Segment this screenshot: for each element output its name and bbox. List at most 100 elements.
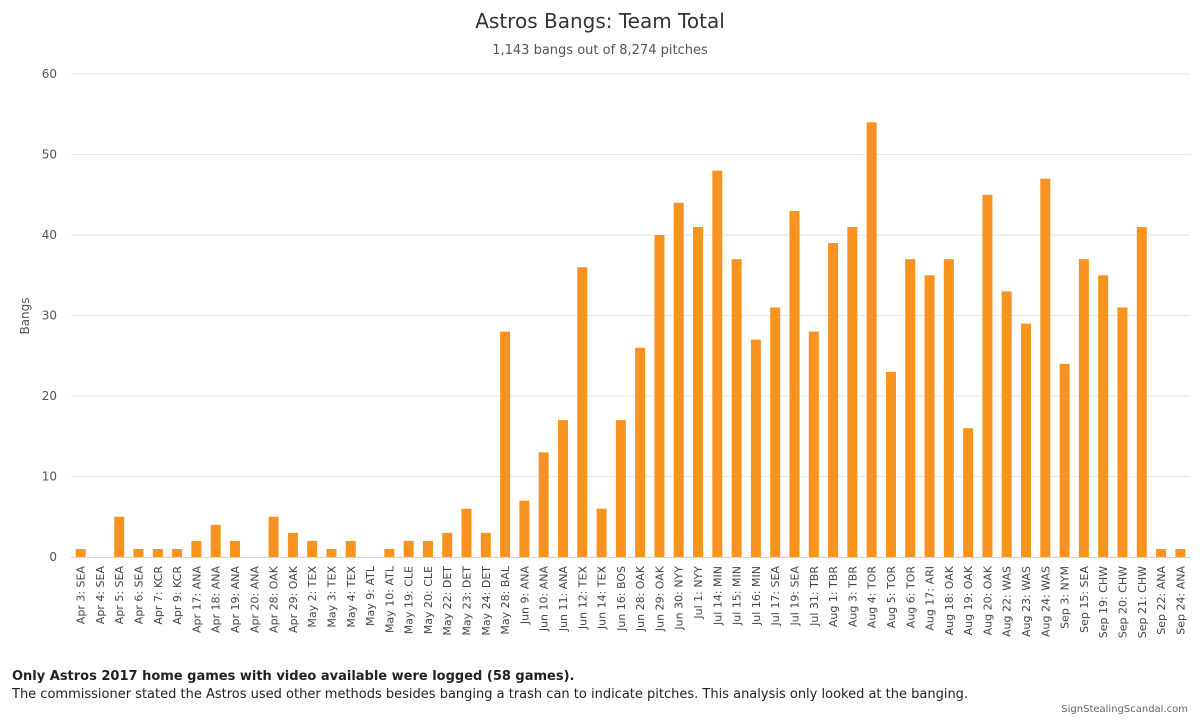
x-tick-label: Jul 14: MIN — [711, 566, 724, 626]
bar — [442, 532, 453, 557]
bar — [461, 508, 472, 557]
x-tick-label: Aug 3: TBR — [846, 566, 859, 627]
bar — [557, 420, 568, 557]
gridlines — [71, 73, 1190, 558]
bar — [191, 540, 202, 557]
x-tick-label: May 3: TEX — [325, 566, 338, 628]
chart-title: Astros Bangs: Team Total — [475, 9, 725, 33]
x-tick-label: Aug 1: TBR — [827, 566, 840, 627]
x-tick-label: May 20: CLE — [422, 566, 435, 634]
bar — [828, 243, 839, 558]
bar — [654, 235, 665, 557]
x-tick-label: Jun 12: TEX — [576, 566, 589, 631]
x-tick-label: Sep 3: NYM — [1059, 566, 1072, 629]
bar — [403, 540, 414, 557]
x-tick-label: Apr 20: ANA — [248, 566, 261, 633]
bar — [422, 540, 433, 557]
x-axis-ticks: Apr 3: SEA Apr 4: SEA Apr 5: SEA Apr 6: SEA… — [75, 565, 1188, 638]
x-tick-label: Jun 30: NYY — [673, 566, 686, 631]
bar — [229, 540, 240, 557]
bar — [577, 267, 588, 557]
x-tick-label: Apr 6: SEA — [133, 566, 146, 625]
x-tick-label: Aug 24: WAS — [1039, 566, 1052, 637]
bar — [596, 508, 607, 557]
bar — [1175, 548, 1186, 557]
bar — [673, 202, 684, 558]
bar — [152, 548, 163, 557]
bar — [731, 259, 742, 557]
x-tick-label: Apr 7: KCR — [152, 566, 165, 625]
x-tick-label: Aug 4: TOR — [866, 566, 879, 629]
bar — [615, 420, 626, 557]
x-tick-label: Apr 18: ANA — [210, 566, 223, 633]
footnote-methodology: The commissioner stated the Astros used … — [12, 687, 969, 702]
x-tick-label: Jul 17: SEA — [769, 566, 782, 627]
x-tick-label: Aug 5: TOR — [885, 566, 898, 629]
y-tick-label: 60 — [42, 67, 57, 81]
bar — [287, 532, 298, 557]
x-tick-label: Sep 15: SEA — [1078, 566, 1091, 633]
bar — [770, 307, 781, 557]
x-tick-label: May 2: TEX — [306, 566, 319, 628]
bar — [384, 548, 395, 557]
x-tick-label: May 4: TEX — [345, 566, 358, 628]
bar — [1078, 259, 1089, 557]
x-tick-label: May 10: ATL — [383, 565, 396, 633]
source-credit: SignStealingScandal.com — [1061, 704, 1188, 715]
bar — [1117, 307, 1128, 557]
bar — [326, 548, 337, 557]
x-tick-label: Apr 5: SEA — [113, 566, 126, 625]
y-tick-label: 40 — [42, 228, 57, 242]
bar — [1001, 291, 1012, 557]
bar — [808, 331, 819, 557]
bar — [307, 540, 318, 557]
x-tick-label: Sep 20: CHW — [1116, 566, 1129, 638]
x-tick-label: May 22: DET — [441, 566, 454, 636]
bar — [172, 548, 183, 557]
x-tick-label: Jul 1: NYY — [692, 566, 705, 620]
bar — [789, 210, 800, 557]
bar — [345, 540, 356, 557]
x-tick-label: Jul 16: MIN — [750, 566, 763, 626]
bar — [1059, 363, 1070, 557]
x-tick-label: Aug 20: OAK — [981, 565, 994, 635]
y-axis-label: Bangs — [18, 297, 32, 334]
x-tick-label: Apr 9: KCR — [171, 566, 184, 625]
x-tick-label: Aug 19: OAK — [962, 565, 975, 635]
x-tick-label: Jun 11: ANA — [557, 566, 570, 633]
x-tick-label: Sep 22: ANA — [1155, 566, 1168, 635]
bar — [635, 347, 646, 557]
y-tick-label: 10 — [42, 470, 57, 484]
x-tick-label: Apr 3: SEA — [75, 566, 88, 625]
bar — [114, 516, 125, 557]
x-tick-label: Jun 16: BOS — [615, 566, 628, 632]
x-tick-label: May 28: BAL — [499, 565, 512, 635]
bars — [75, 122, 1186, 558]
bar — [133, 548, 144, 557]
x-tick-label: May 9: ATL — [364, 565, 377, 626]
bar — [982, 194, 993, 557]
x-tick-label: Aug 23: WAS — [1020, 566, 1033, 637]
x-tick-label: Jul 31: TBR — [808, 566, 821, 627]
x-tick-label: Apr 17: ANA — [190, 566, 203, 633]
x-tick-label: Sep 21: CHW — [1136, 566, 1149, 638]
x-tick-label: Jul 15: MIN — [731, 566, 744, 626]
x-tick-label: Jun 9: ANA — [518, 566, 531, 626]
bar — [866, 122, 877, 558]
bar — [519, 500, 530, 557]
x-tick-label: Sep 24: ANA — [1174, 566, 1187, 635]
x-tick-label: Aug 17: ARI — [924, 566, 937, 631]
x-tick-label: Aug 18: OAK — [943, 565, 956, 635]
bar — [538, 452, 549, 557]
bar — [750, 339, 761, 557]
chart-subtitle: 1,143 bangs out of 8,274 pitches — [492, 43, 708, 58]
y-tick-label: 0 — [49, 550, 57, 564]
bar — [924, 275, 935, 557]
bar — [1098, 275, 1109, 557]
y-axis-ticks: 0 10 20 30 40 50 60 — [42, 67, 57, 564]
footnote-games-logged: Only Astros 2017 home games with video a… — [12, 669, 575, 684]
bar — [1040, 178, 1051, 557]
bar — [963, 428, 974, 557]
bar — [712, 170, 723, 557]
